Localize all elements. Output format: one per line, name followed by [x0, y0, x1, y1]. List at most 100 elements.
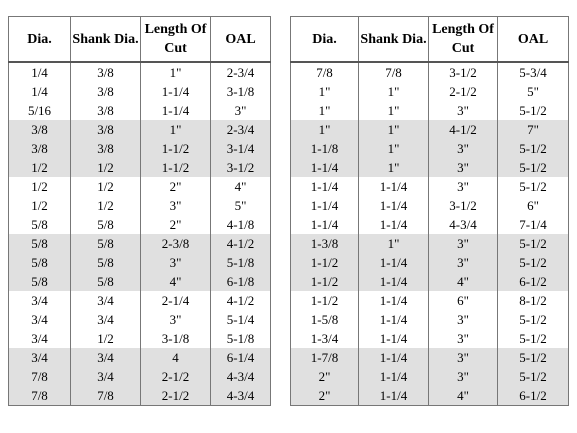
table-cell: 3/8 [70, 82, 141, 101]
table-row: 3/4 3/4 3" 5-1/4 [8, 310, 271, 329]
table-cell: 3-1/4 [210, 139, 271, 158]
table-row: 1-1/4 1" 3" 5-1/2 [290, 158, 569, 177]
table-cell: 1-1/2 [140, 158, 211, 177]
table-cell: 1-1/4 [358, 196, 429, 215]
table-cell: 1-1/4 [358, 348, 429, 367]
table-cell: 5" [210, 196, 271, 215]
table-row: 1" 1" 3" 5-1/2 [290, 101, 569, 120]
table-cell: 1" [358, 234, 429, 253]
table-cell: 6" [497, 196, 569, 215]
table-cell: 7/8 [70, 386, 141, 406]
table-row: 1-3/8 1" 3" 5-1/2 [290, 234, 569, 253]
table-cell: 7/8 [290, 62, 359, 82]
table-row: 1-1/2 1-1/4 3" 5-1/2 [290, 253, 569, 272]
table-cell: 3/8 [70, 62, 141, 82]
table-cell: 1-1/4 [358, 291, 429, 310]
table-cell: 2-3/8 [140, 234, 211, 253]
table-cell: 3" [428, 158, 498, 177]
table-cell: 2" [290, 367, 359, 386]
table-cell: 7/8 [358, 62, 429, 82]
table-cell: 2" [140, 215, 211, 234]
table-cell: 1/2 [70, 177, 141, 196]
table-row: 1/4 3/8 1" 2-3/4 [8, 62, 271, 82]
table-cell: 5/8 [70, 234, 141, 253]
table-cell: 1-1/4 [358, 215, 429, 234]
table-cell: 1/2 [8, 177, 71, 196]
header-row: Dia. Shank Dia. Length Of Cut OAL [8, 16, 271, 63]
table-cell: 3" [428, 234, 498, 253]
column-header: OAL [210, 16, 271, 63]
table-cell: 1/2 [70, 329, 141, 348]
table-cell: 5-1/2 [497, 253, 569, 272]
column-header: Shank Dia. [70, 16, 141, 63]
table-cell: 1-1/2 [290, 253, 359, 272]
table-row: 1-7/8 1-1/4 3" 5-1/2 [290, 348, 569, 367]
table-cell: 1" [358, 82, 429, 101]
table-row: 7/8 3/4 2-1/2 4-3/4 [8, 367, 271, 386]
table-cell: 2" [290, 386, 359, 406]
table-row: 5/8 5/8 2" 4-1/8 [8, 215, 271, 234]
table-cell: 3" [428, 310, 498, 329]
table-cell: 2-1/4 [140, 291, 211, 310]
table-cell: 1-1/8 [290, 139, 359, 158]
table-cell: 6-1/4 [210, 348, 271, 367]
table-row: 1/2 1/2 3" 5" [8, 196, 271, 215]
table-cell: 3" [140, 253, 211, 272]
table-cell: 7/8 [8, 367, 71, 386]
table-cell: 1-1/4 [140, 82, 211, 101]
table-cell: 1/2 [8, 196, 71, 215]
table-cell: 6-1/2 [497, 386, 569, 406]
table-row: 5/8 5/8 4" 6-1/8 [8, 272, 271, 291]
table-cell: 2-1/2 [140, 367, 211, 386]
table-cell: 6-1/8 [210, 272, 271, 291]
table-cell: 1-1/4 [290, 196, 359, 215]
table-cell: 1-5/8 [290, 310, 359, 329]
table-row: 1-3/4 1-1/4 3" 5-1/2 [290, 329, 569, 348]
table-cell: 1-1/4 [358, 367, 429, 386]
table-cell: 1" [140, 62, 211, 82]
table-cell: 5/8 [8, 272, 71, 291]
table-cell: 5-1/2 [497, 348, 569, 367]
table-cell: 1/4 [8, 82, 71, 101]
drill-table: Dia. Shank Dia. Length Of Cut OAL 1/4 3/8 1" 2… [8, 16, 271, 406]
table-cell: 7/8 [8, 386, 71, 406]
table-cell: 3" [140, 196, 211, 215]
table-cell: 5/16 [8, 101, 71, 120]
table-cell: 1" [358, 158, 429, 177]
table-row: 3/8 3/8 1-1/2 3-1/4 [8, 139, 271, 158]
table-row: 3/4 3/4 4 6-1/4 [8, 348, 271, 367]
table-cell: 4-1/8 [210, 215, 271, 234]
table-cell: 3/8 [8, 120, 71, 139]
table-cell: 3" [210, 101, 271, 120]
table-cell: 5/8 [8, 234, 71, 253]
table-cell: 4-1/2 [428, 120, 498, 139]
table-cell: 3/8 [8, 139, 71, 158]
table-cell: 1/2 [70, 196, 141, 215]
column-header: Dia. [290, 16, 359, 63]
column-header: OAL [497, 16, 569, 63]
table-row: 3/8 3/8 1" 2-3/4 [8, 120, 271, 139]
table-row: 2" 1-1/4 4" 6-1/2 [290, 386, 569, 406]
column-header: Length Of Cut [428, 16, 498, 63]
table-cell: 5/8 [8, 215, 71, 234]
table-cell: 3/8 [70, 139, 141, 158]
table-cell: 3/4 [8, 291, 71, 310]
table-cell: 5-1/2 [497, 234, 569, 253]
table-row: 2" 1-1/4 3" 5-1/2 [290, 367, 569, 386]
table-row: 3/4 1/2 3-1/8 5-1/8 [8, 329, 271, 348]
table-cell: 2-3/4 [210, 120, 271, 139]
table-row: 1-1/4 1-1/4 3-1/2 6" [290, 196, 569, 215]
table-cell: 3" [428, 177, 498, 196]
table-row: 1/2 1/2 2" 4" [8, 177, 271, 196]
table-cell: 1/2 [70, 158, 141, 177]
table-cell: 1-1/2 [290, 272, 359, 291]
table-cell: 6-1/2 [497, 272, 569, 291]
table-cell: 4" [428, 272, 498, 291]
table-cell: 5-1/2 [497, 158, 569, 177]
table-cell: 3" [428, 348, 498, 367]
table-cell: 1/2 [8, 158, 71, 177]
table-cell: 4 [140, 348, 211, 367]
table-cell: 3/8 [70, 101, 141, 120]
table-cell: 1-3/8 [290, 234, 359, 253]
